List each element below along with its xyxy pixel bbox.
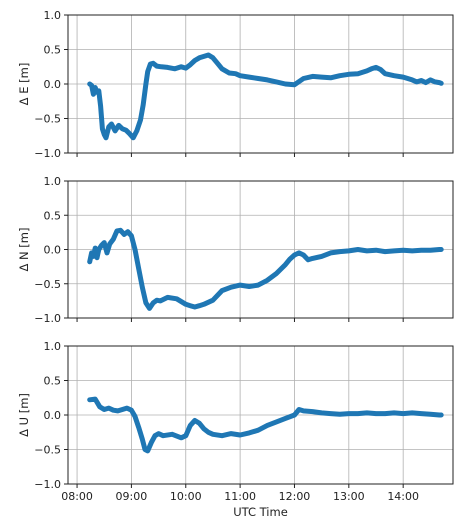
y-tick-label: 1.0 [44,175,62,188]
y-tick-label: 1.0 [44,9,62,22]
x-axis-label: UTC Time [233,505,288,519]
x-tick-label: 14:00 [387,490,419,503]
y-tick-label: 0.5 [44,44,62,57]
y-tick-label: −1.0 [34,312,61,325]
y-tick-label: −1.0 [34,478,61,491]
x-tick-label: 13:00 [333,490,365,503]
series-line-up [87,396,444,454]
y-tick-label: 0.0 [44,409,62,422]
y-axis-label-up: Δ U [m] [17,393,31,437]
y-axis-label-east: Δ E [m] [17,63,31,106]
panel-east: −1.0 −0.5 0.0 0.5 1.0 Δ E [m] [17,9,454,160]
series-line-east [87,52,444,141]
x-tick-label: 12:00 [279,490,311,503]
y-tick-label: 0.5 [44,375,62,388]
y-tick-label: −0.5 [34,113,61,126]
y-tick-label: −0.5 [34,278,61,291]
x-tick-label: 08:00 [61,490,93,503]
x-tick-label: 11:00 [224,490,256,503]
panel-north: −1.0 −0.5 0.0 0.5 1.0 Δ N [m] [17,175,454,325]
y-tick-label: −1.0 [34,147,61,160]
y-tick-label: −0.5 [34,444,61,457]
y-tick-label: 0.0 [44,244,62,257]
panel-up: −1.0 −0.5 0.0 0.5 1.0 08:00 09:00 10:00 11:00 12:… [17,340,454,503]
y-tick-label: 0.5 [44,209,62,222]
series-line-north [87,227,444,311]
y-tick-label: 1.0 [44,340,62,353]
y-axis-label-north: Δ N [m] [17,228,31,272]
x-tick-label: 10:00 [170,490,202,503]
x-tick-label: 09:00 [116,490,148,503]
y-tick-label: 0.0 [44,78,62,91]
